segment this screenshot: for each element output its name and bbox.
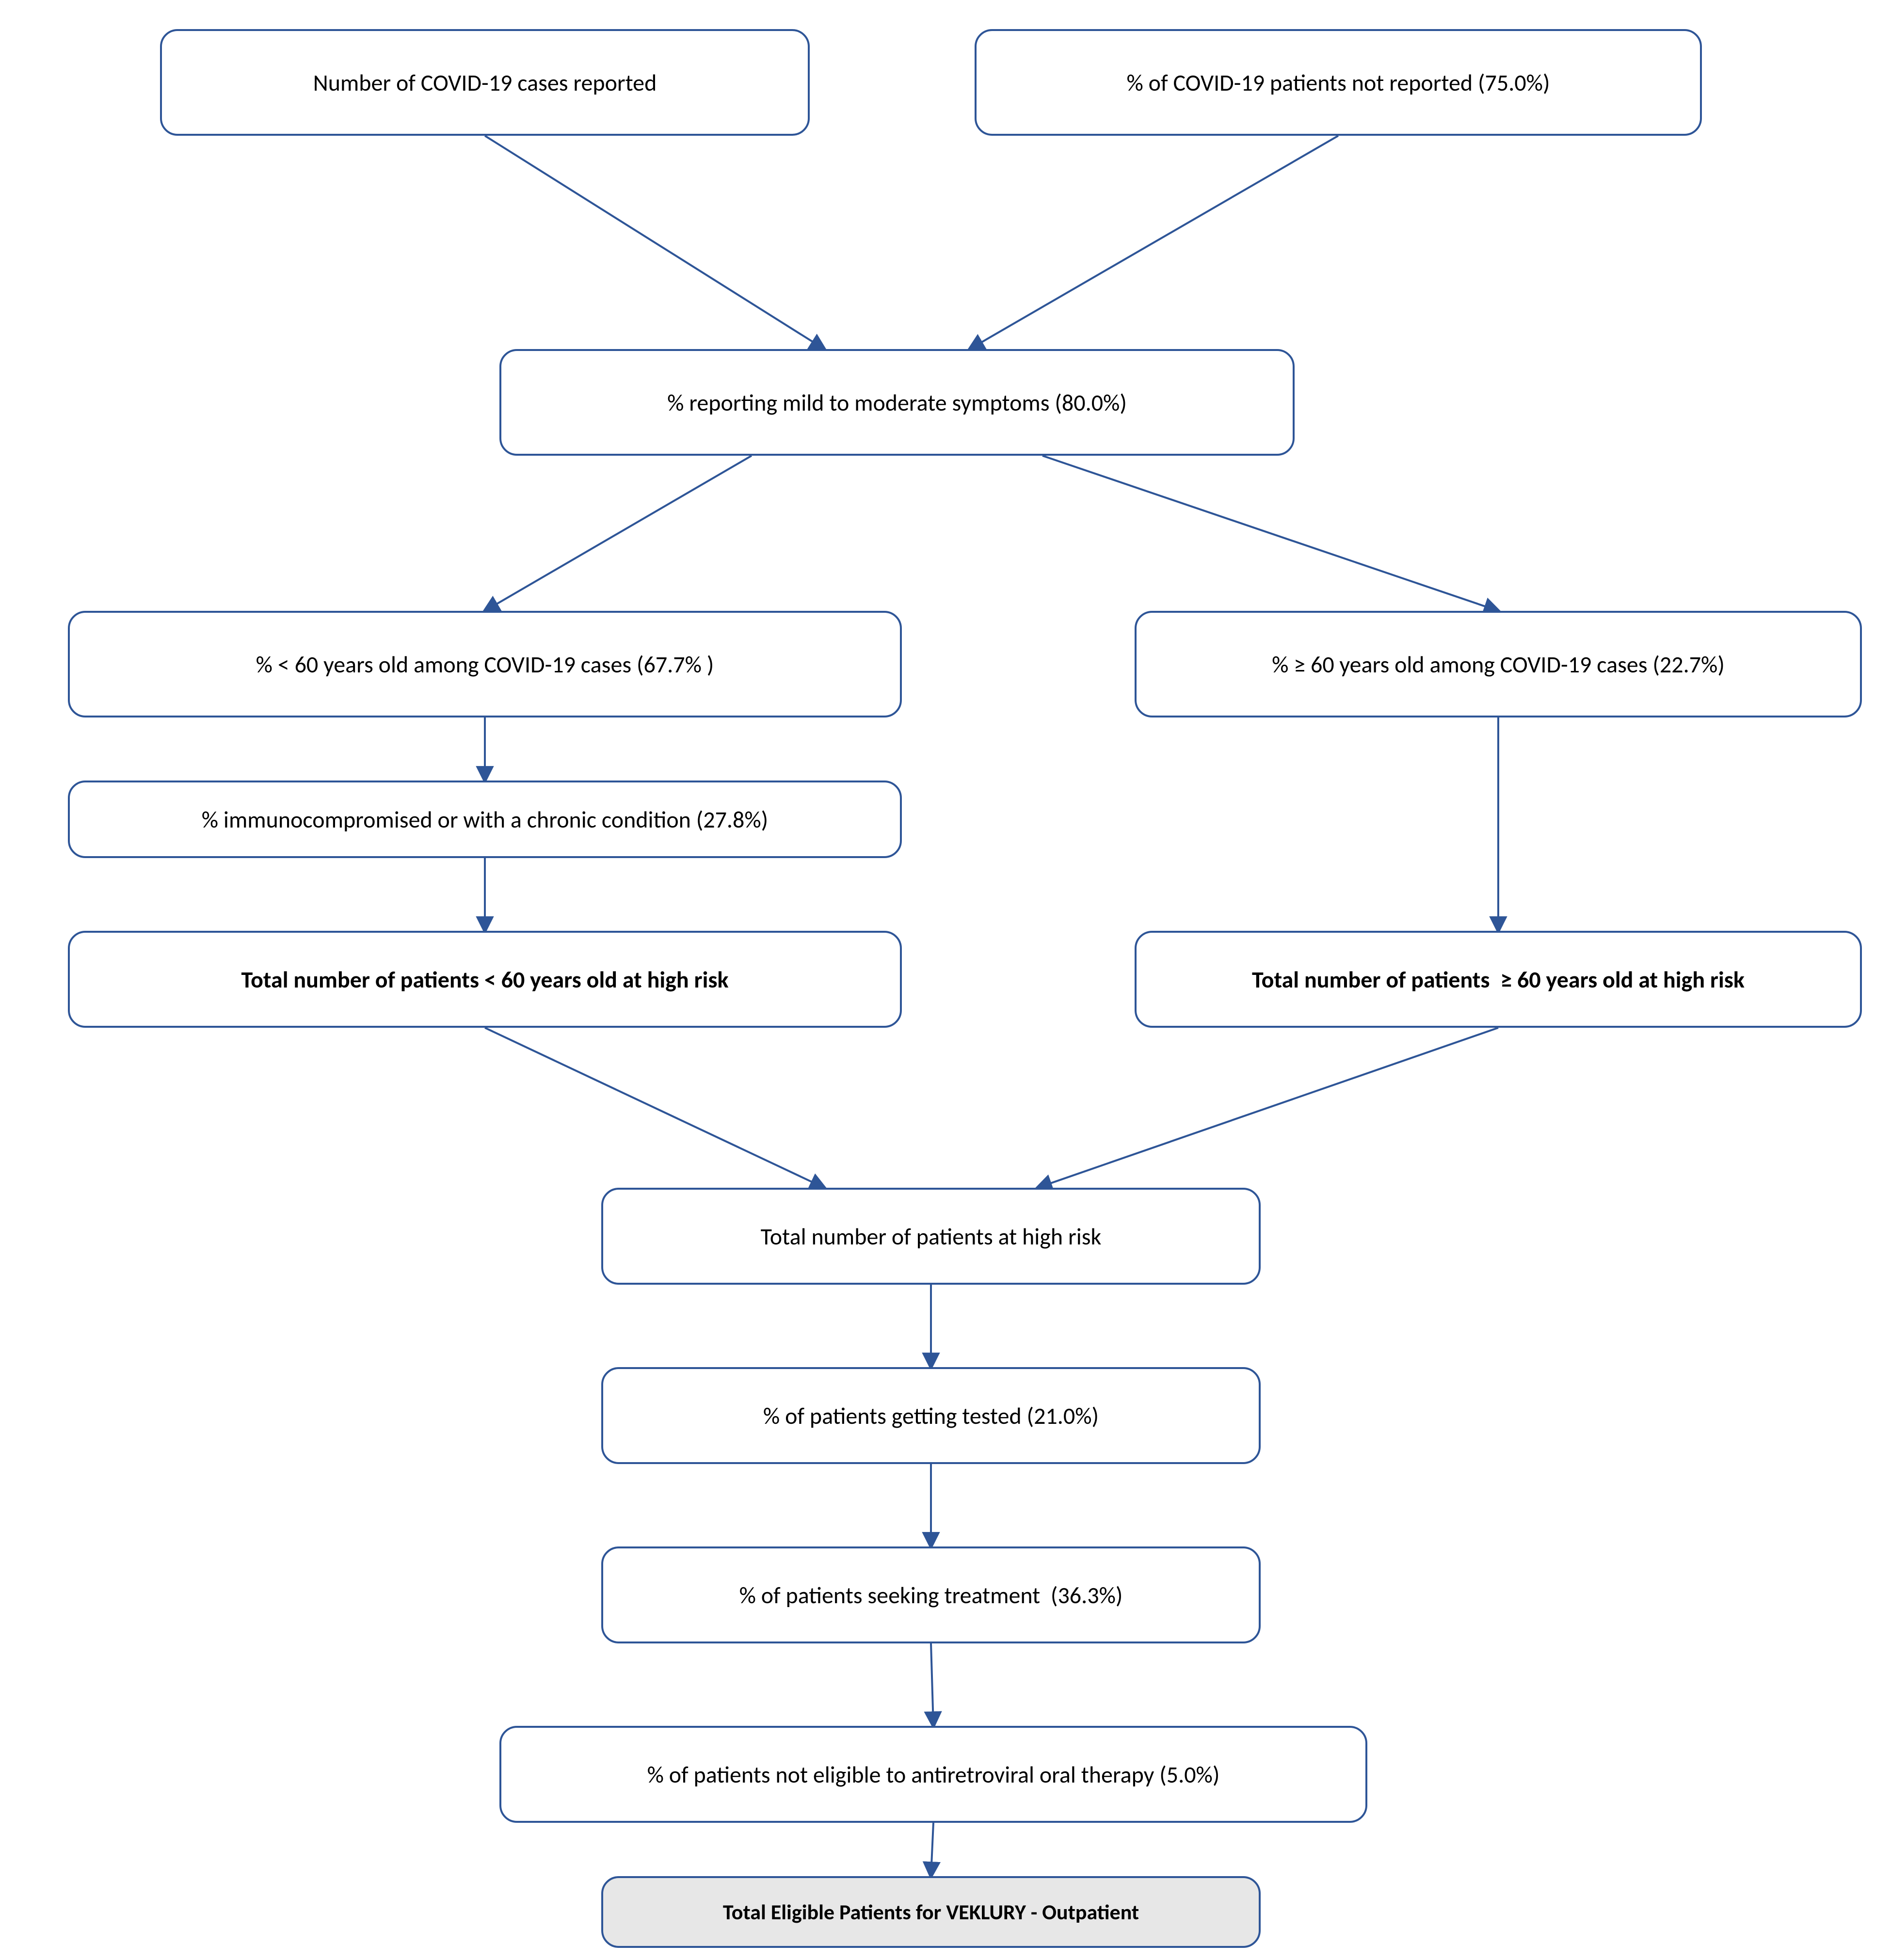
flowchart-edge: [485, 136, 824, 349]
flowchart-node-n_over60: % ≥ 60 years old among COVID-19 cases (2…: [1135, 611, 1862, 717]
flowchart-node-n_reported: Number of COVID-19 cases reported: [160, 29, 810, 136]
flowchart-node-n_immuno: % immunocompromised or with a chronic co…: [68, 781, 902, 858]
flowchart-canvas: Number of COVID-19 cases reported % of CO…: [0, 0, 1891, 1960]
flowchart-node-n_tot_high: Total number of patients at high risk: [601, 1188, 1261, 1285]
flowchart-node-label: Total number of patients ≥ 60 years old …: [1252, 965, 1745, 994]
flowchart-node-label: Total number of patients < 60 years old …: [241, 965, 728, 994]
flowchart-node-n_tot_o60: Total number of patients ≥ 60 years old …: [1135, 931, 1862, 1028]
flowchart-node-n_treat: % of patients seeking treatment (36.3%): [601, 1546, 1261, 1643]
flowchart-node-label: % of COVID-19 patients not reported (75.…: [1126, 68, 1550, 97]
flowchart-node-label: Total Eligible Patients for VEKLURY - Ou…: [723, 1899, 1139, 1925]
flowchart-node-label: Number of COVID-19 cases reported: [313, 68, 657, 97]
flowchart-edge: [931, 1823, 933, 1876]
flowchart-edge: [1042, 456, 1498, 611]
flowchart-node-n_mild: % reporting mild to moderate symptoms (8…: [499, 349, 1295, 456]
flowchart-edge: [931, 1643, 933, 1726]
flowchart-node-label: % ≥ 60 years old among COVID-19 cases (2…: [1272, 650, 1725, 679]
flowchart-node-label: Total number of patients at high risk: [761, 1222, 1102, 1251]
flowchart-node-n_under60: % < 60 years old among COVID-19 cases (6…: [68, 611, 902, 717]
flowchart-node-label: % immunocompromised or with a chronic co…: [202, 805, 768, 834]
flowchart-node-label: % of patients getting tested (21.0%): [763, 1402, 1099, 1430]
flowchart-node-label: % of patients not eligible to antiretrov…: [647, 1760, 1220, 1789]
flowchart-node-n_not_reported: % of COVID-19 patients not reported (75.…: [975, 29, 1702, 136]
flowchart-node-n_final: Total Eligible Patients for VEKLURY - Ou…: [601, 1876, 1261, 1948]
flowchart-edge: [1038, 1028, 1498, 1188]
flowchart-node-n_tot_u60: Total number of patients < 60 years old …: [68, 931, 902, 1028]
flowchart-node-n_tested: % of patients getting tested (21.0%): [601, 1367, 1261, 1464]
flowchart-edge: [485, 1028, 824, 1188]
flowchart-node-label: % of patients seeking treatment (36.3%): [739, 1581, 1123, 1609]
flowchart-node-label: % reporting mild to moderate symptoms (8…: [667, 388, 1127, 417]
flowchart-node-label: % < 60 years old among COVID-19 cases (6…: [256, 650, 714, 679]
flowchart-edge: [485, 456, 752, 611]
flowchart-edge: [970, 136, 1338, 349]
flowchart-node-n_not_elig: % of patients not eligible to antiretrov…: [499, 1726, 1367, 1823]
